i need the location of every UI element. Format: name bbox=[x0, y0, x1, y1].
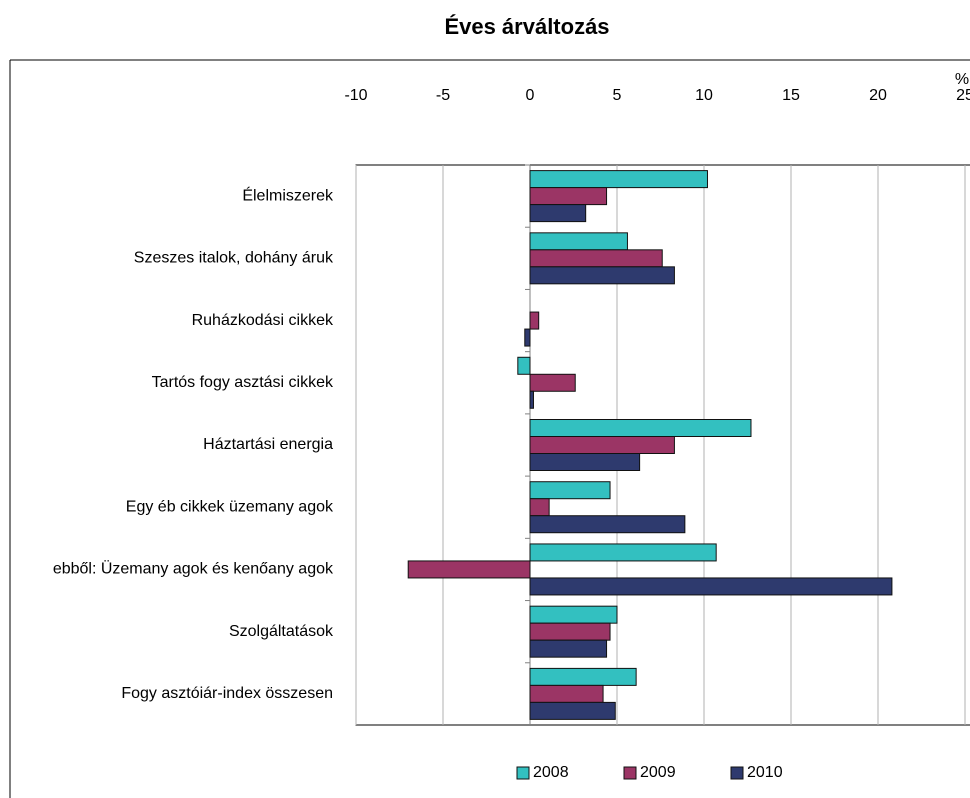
y-tick-label: Fogy asztóiár-index összesen bbox=[121, 685, 333, 702]
legend-label: 2009 bbox=[640, 764, 676, 781]
y-tick-label: Egy éb cikkek üzemany agok bbox=[126, 498, 334, 515]
bar bbox=[529, 373, 576, 392]
y-tick-label: Szeszes italok, dohány áruk bbox=[134, 250, 334, 267]
x-tick-label: 25 bbox=[956, 87, 970, 104]
y-tick-label: Szolgáltatások bbox=[229, 623, 334, 640]
bar bbox=[529, 390, 534, 409]
chart-title: Éves árváltozás bbox=[444, 14, 609, 39]
x-tick-label: 20 bbox=[869, 87, 887, 104]
bar bbox=[529, 701, 616, 720]
y-tick-label: Tartós fogy asztási cikkek bbox=[152, 374, 334, 391]
legend-swatch bbox=[516, 766, 530, 780]
bar bbox=[529, 543, 717, 562]
legend-label: 2008 bbox=[533, 764, 569, 781]
legend-swatch bbox=[623, 766, 637, 780]
x-tick-label: 15 bbox=[782, 87, 800, 104]
y-tick-label: Háztartási energia bbox=[203, 436, 333, 453]
bar bbox=[529, 232, 628, 251]
bar bbox=[529, 436, 675, 454]
bar bbox=[529, 605, 618, 624]
x-tick-label: -10 bbox=[344, 87, 367, 104]
x-tick-label: 5 bbox=[613, 87, 622, 104]
bar bbox=[517, 356, 531, 375]
bar bbox=[529, 419, 752, 437]
x-tick-label: -5 bbox=[436, 87, 450, 104]
bar bbox=[529, 667, 637, 686]
bar bbox=[529, 498, 550, 517]
y-tick-label: ebből: Üzemany agok és kenőany agok bbox=[53, 560, 334, 578]
unit-label: % bbox=[955, 71, 969, 88]
bar bbox=[529, 204, 587, 223]
bar bbox=[529, 311, 540, 330]
x-tick-label: 0 bbox=[526, 87, 535, 104]
x-tick-label: 10 bbox=[695, 87, 713, 104]
bar bbox=[529, 249, 663, 268]
bar bbox=[529, 515, 686, 534]
bar bbox=[529, 453, 641, 471]
bar bbox=[529, 622, 611, 641]
bar bbox=[529, 684, 604, 703]
y-tick-label: Ruházkodási cikkek bbox=[192, 312, 334, 329]
bar bbox=[524, 328, 531, 347]
bar bbox=[529, 266, 675, 285]
legend-swatch bbox=[730, 766, 744, 780]
bar bbox=[529, 577, 893, 596]
bar bbox=[529, 481, 611, 500]
bar bbox=[529, 639, 608, 658]
bar bbox=[529, 170, 708, 189]
legend-label: 2010 bbox=[747, 764, 783, 781]
bar bbox=[529, 187, 608, 206]
bar bbox=[407, 560, 531, 579]
y-tick-label: Élelmiszerek bbox=[242, 185, 334, 204]
